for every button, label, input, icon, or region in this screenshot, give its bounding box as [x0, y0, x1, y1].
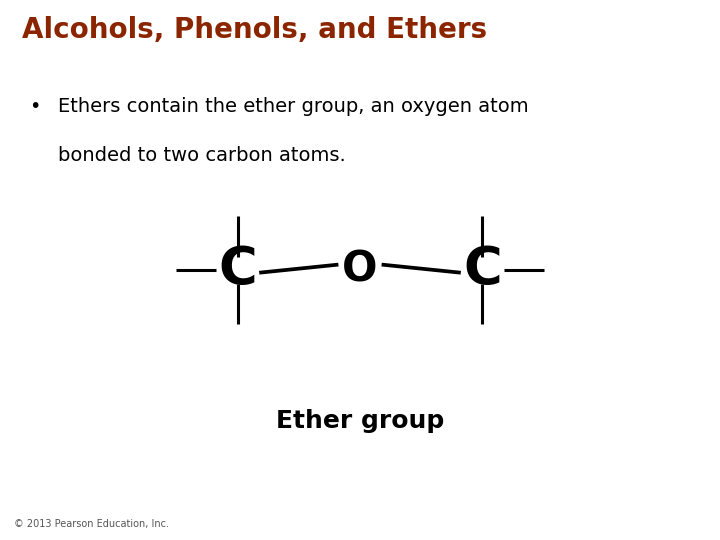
Text: Ether group: Ether group [276, 409, 444, 433]
Text: C: C [463, 244, 502, 296]
Text: C: C [218, 244, 257, 296]
Text: bonded to two carbon atoms.: bonded to two carbon atoms. [58, 146, 346, 165]
Text: © 2013 Pearson Education, Inc.: © 2013 Pearson Education, Inc. [14, 519, 169, 529]
Text: Ethers contain the ether group, an oxygen atom: Ethers contain the ether group, an oxyge… [58, 97, 528, 116]
Text: Alcohols, Phenols, and Ethers: Alcohols, Phenols, and Ethers [22, 16, 487, 44]
Text: •: • [29, 97, 40, 116]
Text: O: O [342, 249, 378, 291]
